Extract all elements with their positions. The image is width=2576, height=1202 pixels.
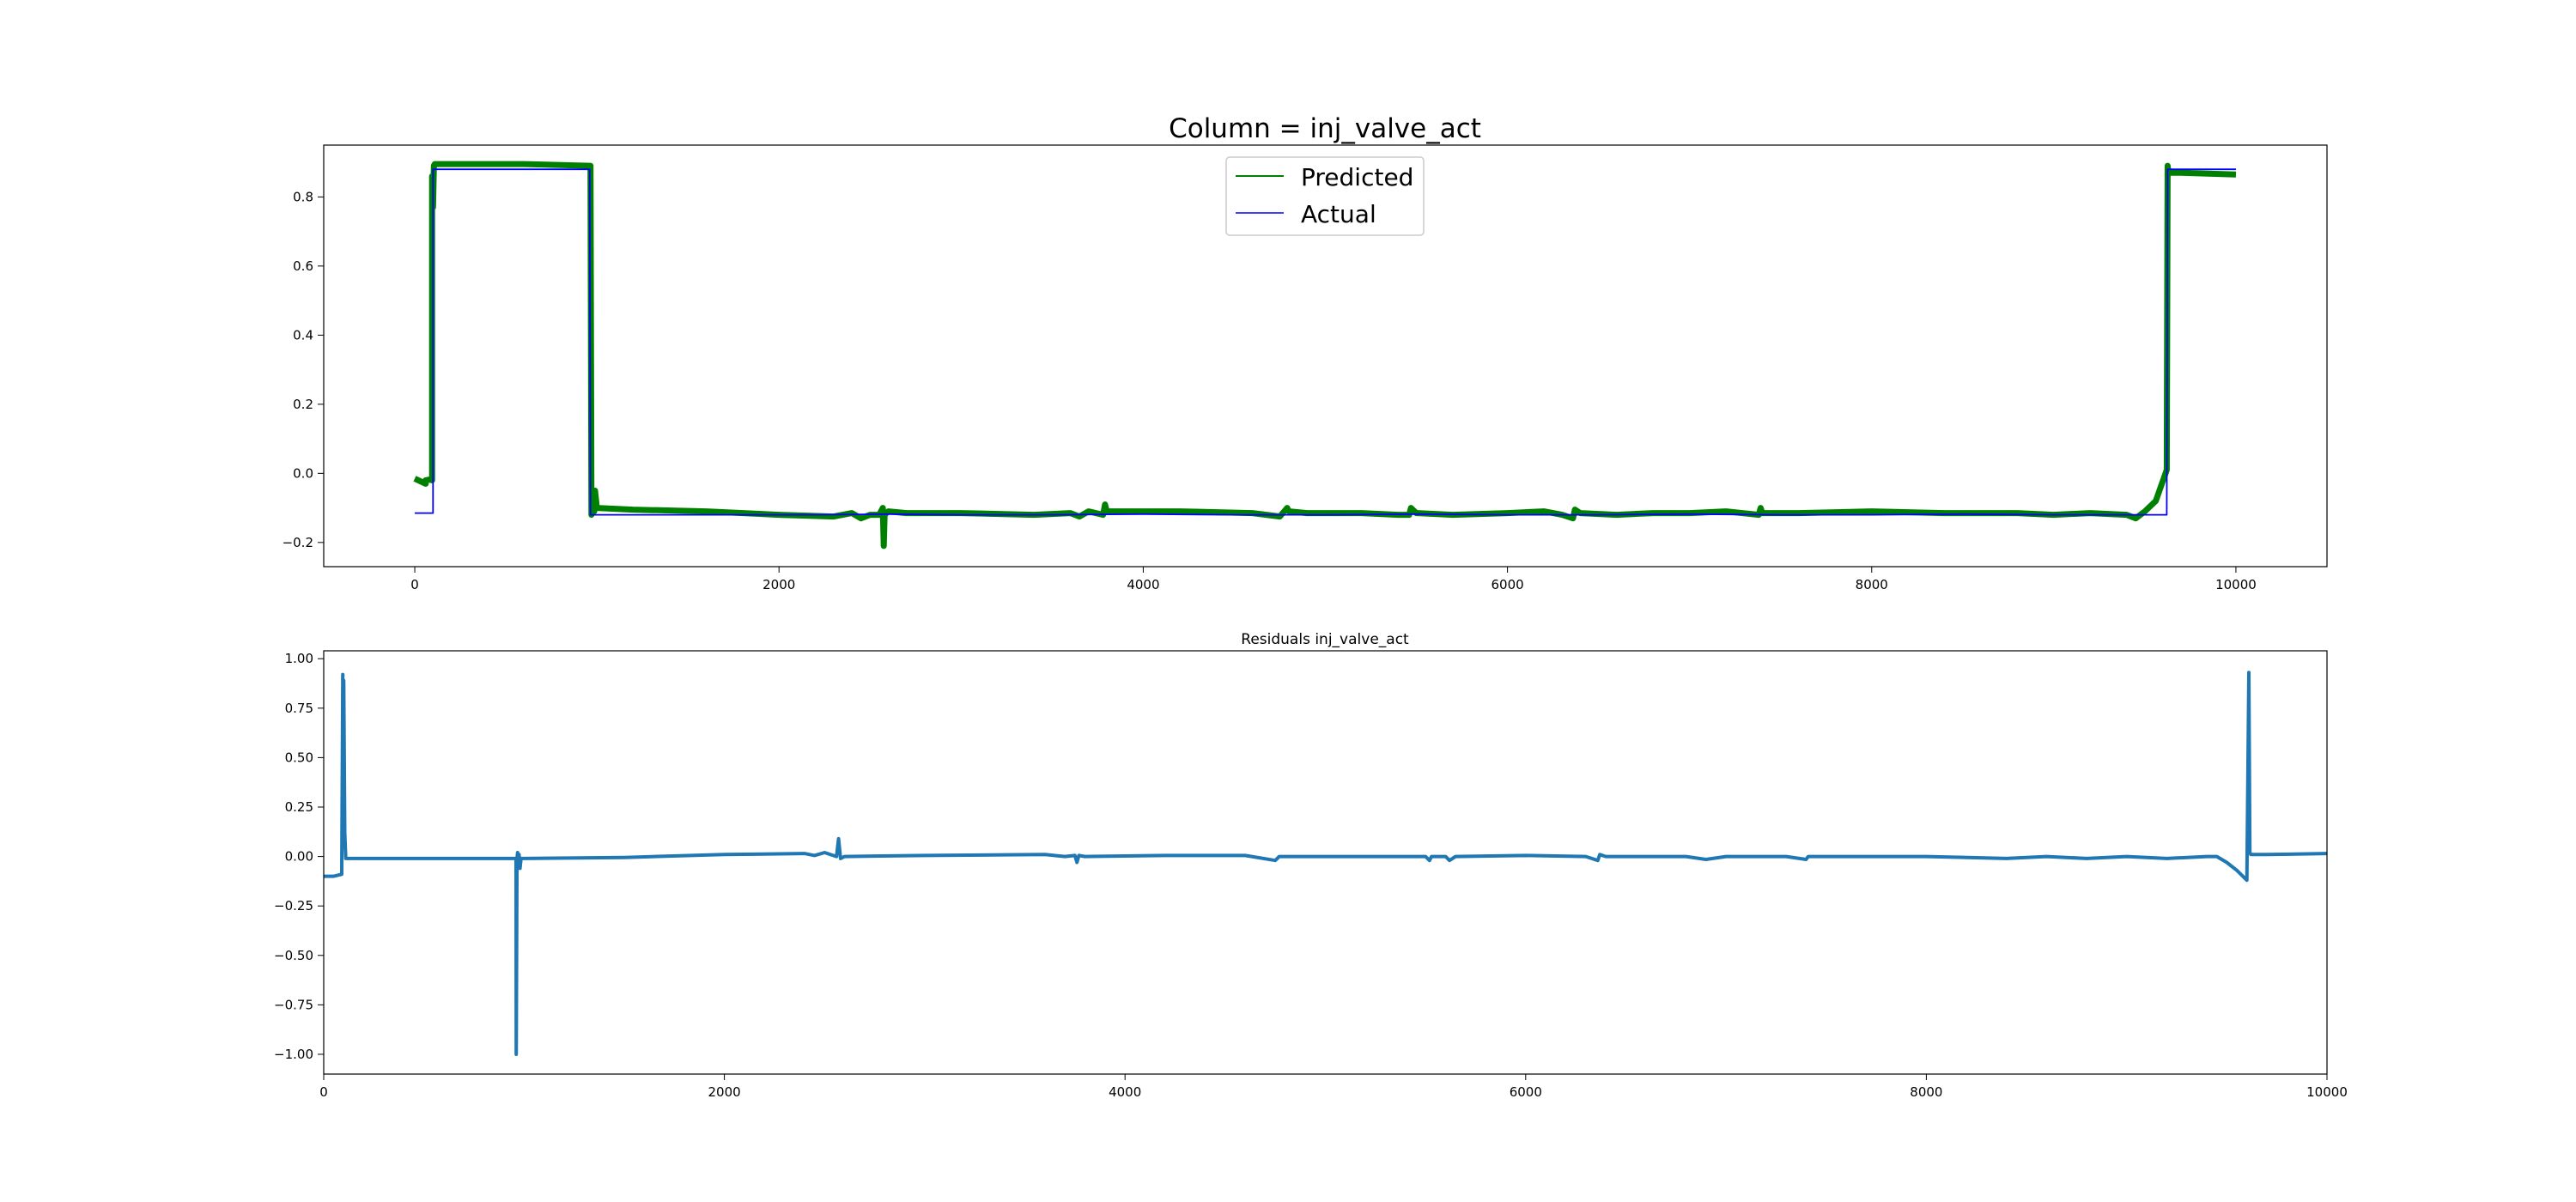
residuals-panel-title: Residuals inj_valve_act xyxy=(1241,631,1409,648)
prediction-ytick-label: 0.0 xyxy=(293,465,313,481)
residuals-ytick-label: 0.75 xyxy=(285,701,313,716)
prediction-panel: Column = inj_valve_act 0 2000 4000 6000 8000… xyxy=(283,113,2328,592)
legend-label-predicted: Predicted xyxy=(1301,163,1413,191)
residuals-panel: Residuals inj_valve_act 0 2000 4000 6000 800… xyxy=(274,631,2348,1100)
prediction-xtick-label: 10000 xyxy=(2215,577,2257,592)
prediction-xtick-label: 8000 xyxy=(1856,577,1888,592)
prediction-panel-title: Column = inj_valve_act xyxy=(1169,113,1481,144)
residuals-axis-ticks: 0 2000 4000 6000 8000 10000 −1.00 −0.75 −0.50 −0.… xyxy=(274,651,2348,1100)
residuals-xtick-label: 2000 xyxy=(708,1084,741,1100)
prediction-ytick-label: 0.6 xyxy=(293,258,313,274)
prediction-ytick-label: 0.4 xyxy=(293,327,313,343)
residuals-ytick-label: −0.25 xyxy=(274,898,313,914)
prediction-line-actual xyxy=(415,168,2236,516)
residuals-ytick-label: 0.00 xyxy=(285,849,313,865)
legend-label-actual: Actual xyxy=(1301,200,1376,228)
residuals-line-residuals xyxy=(324,671,2327,1056)
residuals-xtick-label: 6000 xyxy=(1510,1084,1542,1100)
prediction-plot-area xyxy=(413,161,2237,549)
residuals-ytick-label: −1.00 xyxy=(274,1047,313,1062)
residuals-axes-frame xyxy=(323,650,2328,1075)
prediction-axis-ticks: 0 2000 4000 6000 8000 10000 −0.2 0.0 0.2 0.4 0.6 0.… xyxy=(283,189,2257,592)
residuals-xtick-label: 4000 xyxy=(1109,1084,1141,1100)
prediction-xtick-label: 6000 xyxy=(1491,577,1523,592)
prediction-axes-frame xyxy=(323,144,2328,568)
prediction-ytick-label: 0.2 xyxy=(293,397,313,412)
residuals-xtick-label: 10000 xyxy=(2306,1084,2348,1100)
prediction-series-group xyxy=(413,161,2237,549)
prediction-xtick-label: 2000 xyxy=(762,577,795,592)
legend: Predicted Actual xyxy=(1225,156,1425,236)
prediction-xtick-label: 4000 xyxy=(1127,577,1159,592)
prediction-xtick-label: 0 xyxy=(410,577,419,592)
residuals-xtick-label: 0 xyxy=(319,1084,328,1100)
residuals-ytick-label: 0.50 xyxy=(285,750,313,765)
prediction-ytick-label: −0.2 xyxy=(283,535,313,550)
residuals-ytick-label: −0.75 xyxy=(274,997,313,1012)
residuals-series-group xyxy=(324,671,2327,1056)
residuals-ytick-label: 0.25 xyxy=(285,799,313,815)
residuals-xtick-label: 8000 xyxy=(1910,1084,1942,1100)
prediction-ytick-label: 0.8 xyxy=(293,189,313,204)
residuals-ytick-label: −0.50 xyxy=(274,948,313,963)
residuals-plot-area xyxy=(324,671,2327,1056)
residuals-ytick-label: 1.00 xyxy=(285,651,313,666)
